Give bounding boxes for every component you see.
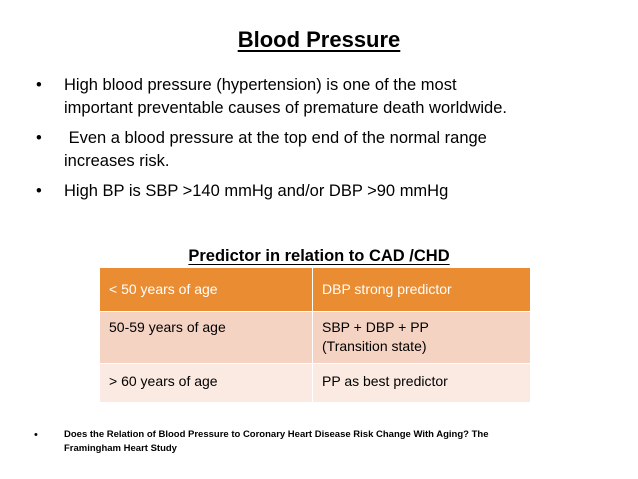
table-heading: Predictor in relation to CAD /CHD bbox=[188, 247, 450, 265]
bullet-text-line: High BP is SBP >140 mmHg and/or DBP >90 … bbox=[64, 182, 449, 200]
slide-title: Blood Pressure bbox=[237, 27, 401, 52]
table-header-cell: < 50 years of age bbox=[99, 267, 313, 312]
table-row: > 60 years of age PP as best predictor bbox=[99, 363, 531, 403]
bullet-text-line: High blood pressure (hypertension) is on… bbox=[64, 76, 457, 94]
bullet-dot: • bbox=[36, 129, 42, 147]
reference-text: Does the Relation of Blood Pressure to C… bbox=[64, 428, 604, 455]
bullet-list: • High blood pressure (hypertension) is … bbox=[36, 74, 616, 211]
table-header-cell: DBP strong predictor bbox=[312, 267, 531, 312]
cell-text-line: PP as best predictor bbox=[322, 373, 448, 389]
table-row: 50-59 years of age SBP + DBP + PP (Trans… bbox=[99, 311, 531, 364]
reference-text-line: Framingham Heart Study bbox=[64, 442, 177, 454]
bullet-item: • Even a blood pressure at the top end o… bbox=[36, 127, 616, 172]
bullet-dot: • bbox=[36, 182, 42, 200]
reference-bullet: • bbox=[34, 429, 38, 441]
bullet-item: • High blood pressure (hypertension) is … bbox=[36, 74, 616, 119]
cell-text-line: SBP + DBP + PP bbox=[322, 319, 429, 335]
reference-text-line: Does the Relation of Blood Pressure to C… bbox=[64, 429, 489, 440]
bullet-text-line: increases risk. bbox=[64, 151, 170, 170]
predictor-table: < 50 years of age DBP strong predictor 5… bbox=[99, 267, 531, 403]
bullet-item: • High BP is SBP >140 mmHg and/or DBP >9… bbox=[36, 180, 616, 203]
bullet-dot: • bbox=[36, 76, 42, 94]
bullet-text-line: important preventable causes of prematur… bbox=[64, 98, 507, 117]
bullet-text-line: Even a blood pressure at the top end of … bbox=[64, 129, 487, 147]
table-cell-predictor: PP as best predictor bbox=[312, 363, 531, 403]
cell-text-line: (Transition state) bbox=[322, 338, 427, 354]
table-cell-predictor: SBP + DBP + PP (Transition state) bbox=[312, 311, 531, 364]
table-header-row: < 50 years of age DBP strong predictor bbox=[99, 267, 531, 312]
table-cell-age: > 60 years of age bbox=[99, 363, 313, 403]
table-cell-age: 50-59 years of age bbox=[99, 311, 313, 364]
